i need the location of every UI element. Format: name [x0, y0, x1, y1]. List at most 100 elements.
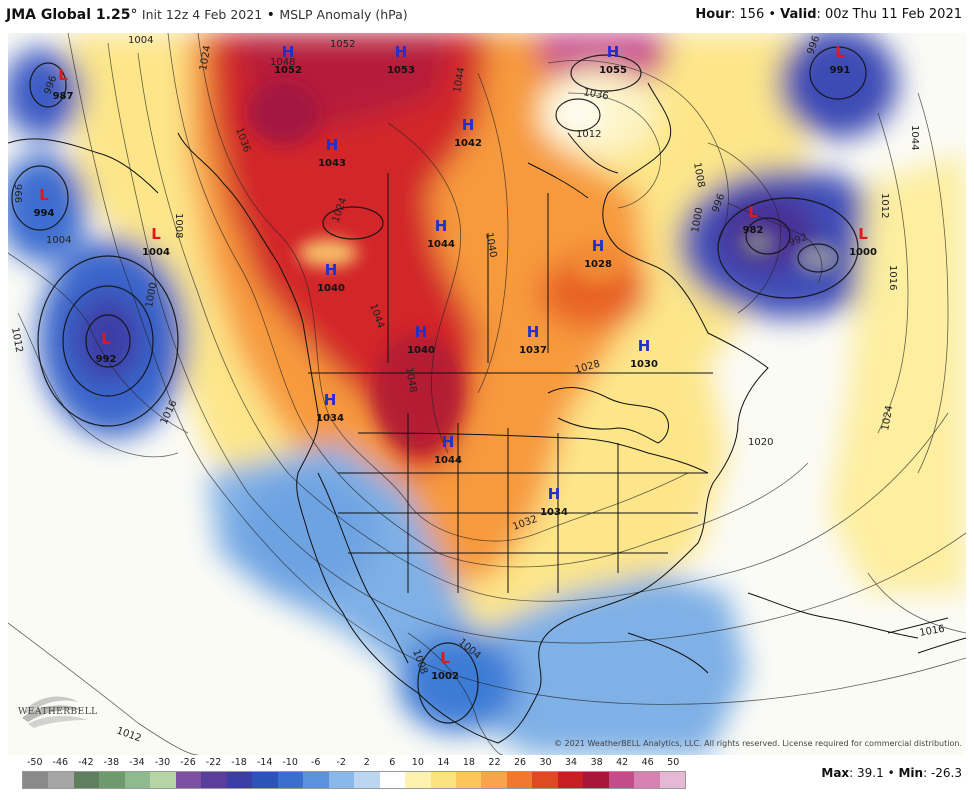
product-name: MSLP Anomaly (hPa)	[279, 7, 408, 22]
center-letter: H	[592, 237, 605, 255]
init-time: Init 12z 4 Feb 2021	[141, 7, 263, 22]
center-value: 1052	[274, 65, 302, 76]
isobar-label: 1012	[9, 327, 24, 354]
isobar-label: 1024	[198, 45, 213, 72]
color-scale-tick: -26	[180, 757, 196, 768]
degree-symbol: °	[130, 7, 138, 23]
pressure-center: L 992	[96, 330, 117, 365]
color-scale-swatch	[506, 772, 533, 788]
map-title: JMA Global 1.25° Init 12z 4 Feb 2021 • M…	[6, 7, 408, 23]
isobar-label: 996	[14, 184, 25, 203]
center-letter: H	[527, 323, 540, 341]
color-scale-swatch	[328, 772, 355, 788]
color-scale-swatch	[608, 772, 635, 788]
center-letter: H	[607, 43, 620, 61]
pressure-center: H 1043	[318, 136, 346, 169]
color-scale-swatch	[532, 772, 558, 788]
isobar-closed	[11, 46, 867, 724]
pressure-center: H 1040	[407, 323, 435, 356]
weather-map: 1004 1052 1048 1024 1036 1044 1012 1008 …	[8, 33, 966, 755]
color-scale-swatch	[481, 772, 507, 788]
center-letter: H	[326, 136, 339, 154]
pressure-center: L 1000	[849, 225, 877, 258]
color-scale-swatch	[99, 772, 125, 788]
color-scale-tick: -2	[336, 757, 346, 768]
center-letter: L	[440, 649, 450, 667]
pressure-center: H 1034	[540, 485, 568, 518]
pressure-center: H 1030	[630, 337, 658, 370]
color-scale-swatch	[73, 772, 100, 788]
color-scale-tick: 34	[565, 757, 578, 768]
color-scale-swatch	[634, 772, 660, 788]
isobar-label: 1008	[691, 162, 706, 189]
pressure-center: H 1052	[274, 43, 302, 76]
pressure-center: H 1044	[434, 433, 462, 466]
center-value: 1002	[431, 671, 459, 682]
center-letter: H	[462, 116, 475, 134]
max-value: : 39.1	[849, 766, 884, 780]
color-scale-tick: 38	[590, 757, 603, 768]
color-scale-swatch	[659, 772, 686, 788]
title-separator: •	[266, 7, 275, 23]
copyright-notice: © 2021 WeatherBELL Analytics, LLC. All r…	[554, 739, 962, 748]
isobar-label: 1040	[483, 232, 498, 259]
isobar-label: 1020	[748, 437, 773, 448]
isobar-label: 1004	[46, 235, 71, 246]
center-value: 1034	[316, 413, 344, 424]
anomaly-detail	[248, 83, 840, 453]
center-value: 1037	[519, 345, 547, 356]
center-letter: L	[39, 186, 49, 204]
pressure-center: H 1055	[599, 43, 627, 76]
color-scale-swatch	[379, 772, 406, 788]
color-scale-tick: 26	[513, 757, 527, 768]
pressure-centers: H 1052 H 1053 H 1055 L 991 L 987 H 1042	[34, 43, 877, 682]
isobar-label: 1004	[128, 35, 153, 46]
center-letter: L	[748, 203, 758, 221]
valid-time-info: Hour: 156 • Valid: 00z Thu 11 Feb 2021	[695, 7, 962, 22]
center-letter: H	[638, 337, 651, 355]
pressure-center: L 1002	[431, 649, 459, 682]
center-value: 1055	[599, 65, 627, 76]
color-scale-tick: -10	[282, 757, 298, 768]
color-scale-tick: -50	[27, 757, 43, 768]
pressure-center: L 1004	[142, 225, 170, 258]
color-scale-tick: -6	[310, 757, 321, 768]
color-scale-swatch	[354, 772, 380, 788]
logo-text: WEATHERBELL	[18, 707, 98, 717]
color-scale-swatch	[201, 772, 227, 788]
isobar-label: 1016	[919, 624, 946, 639]
color-scale-tick: 50	[667, 757, 680, 768]
color-scale-tick: -14	[256, 757, 273, 768]
isobar-label: 1024	[880, 405, 895, 432]
center-value: 1004	[142, 247, 170, 258]
center-letter: L	[858, 225, 868, 243]
center-value: 1044	[427, 239, 455, 250]
isobar-label: 1012	[576, 129, 601, 140]
center-value: 1000	[849, 247, 877, 258]
pressure-center: L 982	[743, 203, 764, 236]
color-scale-tick: -30	[154, 757, 171, 768]
isobar-label: 1000	[144, 282, 159, 309]
color-scale-tick: 30	[539, 757, 552, 768]
hour-label: Hour	[695, 7, 731, 22]
valid-label: Valid	[780, 7, 817, 22]
min-label: Min	[898, 766, 924, 780]
color-scale-tick: -38	[103, 757, 120, 768]
pressure-center: H 1042	[454, 116, 482, 149]
color-scale-swatch	[557, 772, 584, 788]
isobar-label: 1048	[270, 57, 295, 68]
color-scale-tick: -34	[129, 757, 145, 768]
center-letter: L	[58, 66, 68, 84]
color-scale-labels: -50 -46 -42 -38 -34 -30 -26 -22 -18 -14 -10 -6 -2 2 6 1…	[8, 757, 693, 771]
pressure-center: L 987	[53, 66, 74, 102]
center-letter: H	[415, 323, 428, 341]
center-letter: H	[442, 433, 455, 451]
center-value: 994	[34, 208, 55, 219]
center-letter: H	[395, 43, 408, 61]
pressure-center: H 1044	[427, 217, 455, 250]
color-scale-tick: 10	[411, 757, 424, 768]
center-value: 1053	[387, 65, 415, 76]
isobar-label: 1048	[403, 367, 418, 394]
color-scale-swatch	[405, 772, 431, 788]
color-scale-tick: 6	[389, 757, 396, 768]
